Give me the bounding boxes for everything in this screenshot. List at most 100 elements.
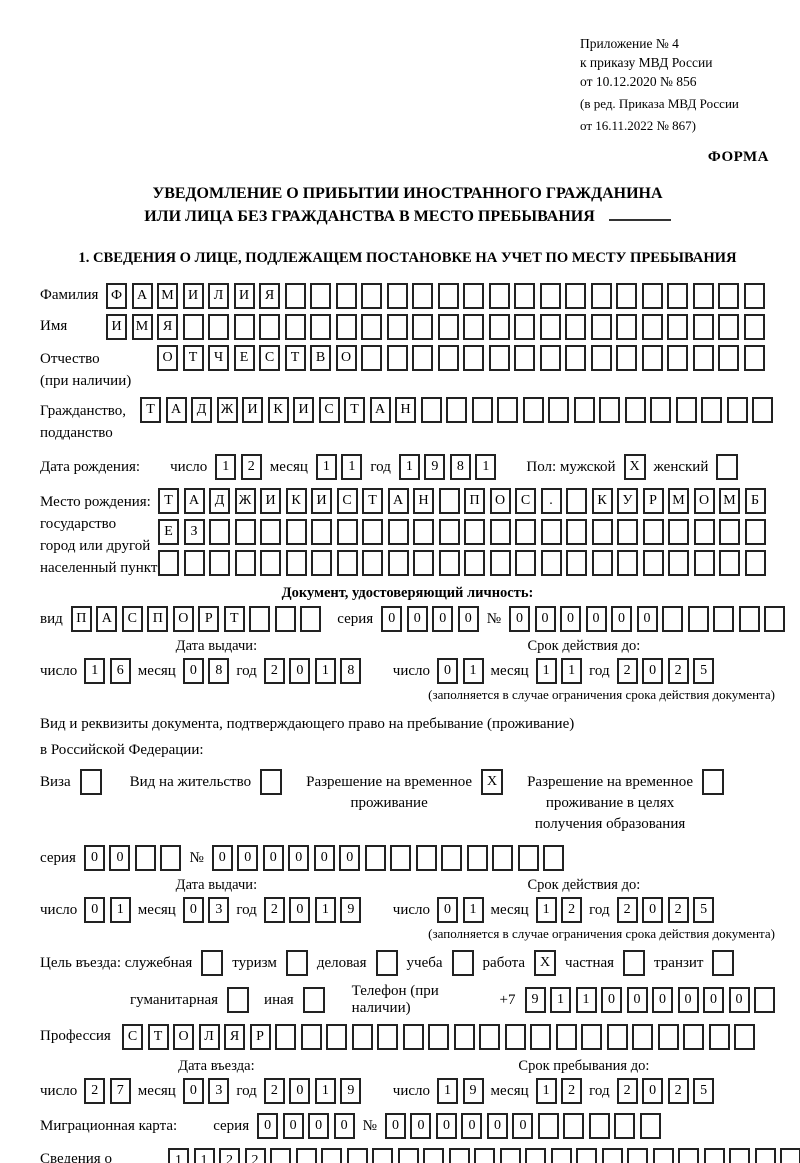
char-cell[interactable]: 0 [509, 606, 530, 632]
char-cell[interactable] [402, 1024, 424, 1050]
char-cell[interactable]: 1 [168, 1148, 189, 1163]
char-cell[interactable]: 9 [524, 987, 546, 1013]
char-cell[interactable] [693, 519, 715, 545]
char-cell[interactable]: 2 [616, 1078, 638, 1104]
char-cell[interactable] [260, 519, 281, 545]
char-cell[interactable] [641, 345, 663, 371]
char-cell[interactable]: Т [140, 397, 161, 423]
char-cell[interactable] [386, 345, 408, 371]
char-cell[interactable] [517, 845, 539, 871]
purpose-business-checkbox[interactable] [375, 950, 398, 976]
char-cell[interactable] [566, 488, 587, 514]
char-cell[interactable] [321, 1148, 342, 1163]
char-cell[interactable]: 2 [561, 1078, 583, 1104]
char-cell[interactable] [641, 283, 663, 309]
purpose-official-checkbox[interactable] [201, 950, 224, 976]
char-cell[interactable] [209, 550, 230, 576]
char-cell[interactable] [311, 550, 332, 576]
char-cell[interactable] [208, 314, 229, 340]
char-cell[interactable]: 1 [475, 454, 497, 480]
char-cell[interactable] [667, 314, 688, 340]
char-cell[interactable]: А [369, 397, 391, 423]
char-cell[interactable]: 2 [84, 1078, 106, 1104]
char-cell[interactable] [441, 845, 463, 871]
char-cell[interactable]: 5 [693, 658, 715, 684]
char-cell[interactable]: 0 [339, 845, 361, 871]
char-cell[interactable] [233, 314, 255, 340]
char-cell[interactable]: 1 [575, 987, 597, 1013]
char-cell[interactable]: 1 [341, 454, 363, 480]
char-cell[interactable] [617, 519, 638, 545]
char-cell[interactable]: 0 [435, 1113, 457, 1139]
char-cell[interactable] [310, 283, 331, 309]
char-cell[interactable] [260, 550, 281, 576]
char-cell[interactable]: 1 [398, 454, 420, 480]
char-cell[interactable] [692, 283, 714, 309]
char-cell[interactable] [703, 1148, 725, 1163]
char-cell[interactable]: 1 [109, 897, 131, 923]
char-cell[interactable] [295, 1148, 317, 1163]
char-cell[interactable] [565, 314, 586, 340]
char-cell[interactable] [738, 606, 760, 632]
char-cell[interactable]: 0 [486, 1113, 508, 1139]
char-cell[interactable] [413, 550, 434, 576]
char-cell[interactable]: 0 [642, 1078, 664, 1104]
residence-permit-checkbox[interactable] [260, 769, 283, 795]
char-cell[interactable] [743, 283, 765, 309]
char-cell[interactable] [667, 283, 688, 309]
char-cell[interactable] [390, 845, 412, 871]
char-cell[interactable]: 0 [289, 897, 311, 923]
char-cell[interactable] [726, 397, 748, 423]
char-cell[interactable]: 0 [211, 845, 233, 871]
char-cell[interactable]: 2 [667, 658, 689, 684]
char-cell[interactable] [754, 987, 775, 1013]
char-cell[interactable] [539, 345, 561, 371]
char-cell[interactable] [361, 345, 382, 371]
char-cell[interactable]: 0 [406, 606, 428, 632]
char-cell[interactable] [599, 397, 620, 423]
char-cell[interactable]: 6 [109, 658, 131, 684]
char-cell[interactable] [284, 314, 306, 340]
char-cell[interactable]: Т [362, 488, 383, 514]
char-cell[interactable]: 2 [263, 658, 285, 684]
char-cell[interactable]: П [464, 488, 485, 514]
char-cell[interactable] [311, 519, 332, 545]
char-cell[interactable] [437, 283, 459, 309]
char-cell[interactable] [566, 550, 587, 576]
char-cell[interactable] [514, 314, 535, 340]
char-cell[interactable]: 0 [410, 1113, 432, 1139]
char-cell[interactable]: М [131, 314, 153, 340]
char-cell[interactable] [466, 845, 488, 871]
char-cell[interactable] [708, 1024, 730, 1050]
char-cell[interactable] [525, 1148, 546, 1163]
char-cell[interactable]: О [157, 345, 178, 371]
char-cell[interactable] [310, 314, 331, 340]
char-cell[interactable]: 0 [432, 606, 454, 632]
char-cell[interactable]: 2 [616, 897, 638, 923]
char-cell[interactable] [183, 550, 205, 576]
char-cell[interactable] [565, 345, 586, 371]
char-cell[interactable]: О [335, 345, 357, 371]
char-cell[interactable] [624, 397, 646, 423]
char-cell[interactable] [713, 606, 734, 632]
char-cell[interactable] [601, 1148, 623, 1163]
char-cell[interactable] [335, 314, 357, 340]
char-cell[interactable]: 0 [626, 987, 648, 1013]
char-cell[interactable] [719, 550, 740, 576]
char-cell[interactable]: Я [224, 1024, 245, 1050]
char-cell[interactable]: П [147, 606, 169, 632]
char-cell[interactable] [764, 606, 785, 632]
char-cell[interactable]: И [233, 283, 255, 309]
char-cell[interactable]: 0 [257, 1113, 279, 1139]
char-cell[interactable] [446, 397, 467, 423]
char-cell[interactable] [160, 845, 182, 871]
char-cell[interactable] [284, 283, 306, 309]
char-cell[interactable]: 0 [560, 606, 581, 632]
char-cell[interactable]: 0 [677, 987, 699, 1013]
char-cell[interactable]: 0 [512, 1113, 534, 1139]
char-cell[interactable] [693, 550, 715, 576]
char-cell[interactable] [550, 1148, 572, 1163]
char-cell[interactable] [134, 845, 156, 871]
char-cell[interactable]: 0 [461, 1113, 483, 1139]
char-cell[interactable] [627, 1148, 648, 1163]
